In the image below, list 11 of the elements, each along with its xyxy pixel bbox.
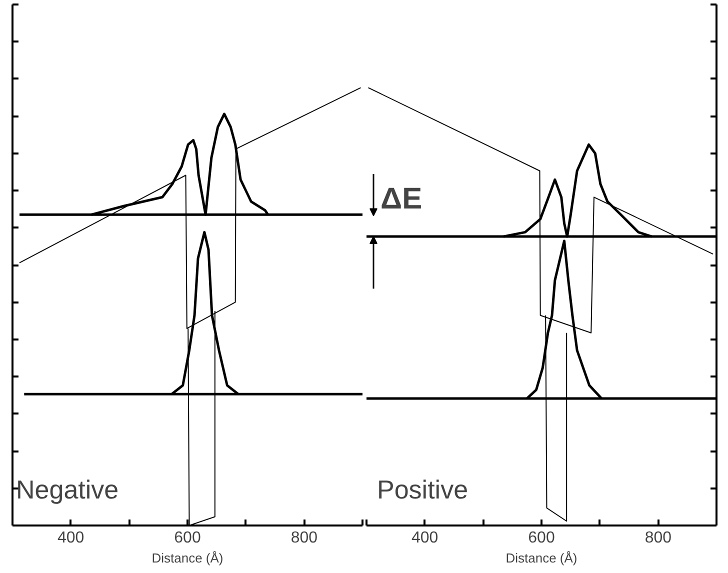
x-tick-label: 400 <box>411 530 438 546</box>
x-axis-title: Distance (Å) <box>152 550 224 566</box>
annotation: Positive <box>377 474 468 505</box>
x-tick-label: 800 <box>290 530 318 546</box>
annotation: Negative <box>16 474 119 505</box>
x-axis-title: Distance (Å) <box>506 550 578 566</box>
x-tick-label: 600 <box>174 530 201 546</box>
x-tick-label: 800 <box>644 530 672 546</box>
x-tick-label: 400 <box>57 530 84 546</box>
annotation: ΔE <box>380 182 422 216</box>
x-tick-label: 600 <box>528 530 555 546</box>
